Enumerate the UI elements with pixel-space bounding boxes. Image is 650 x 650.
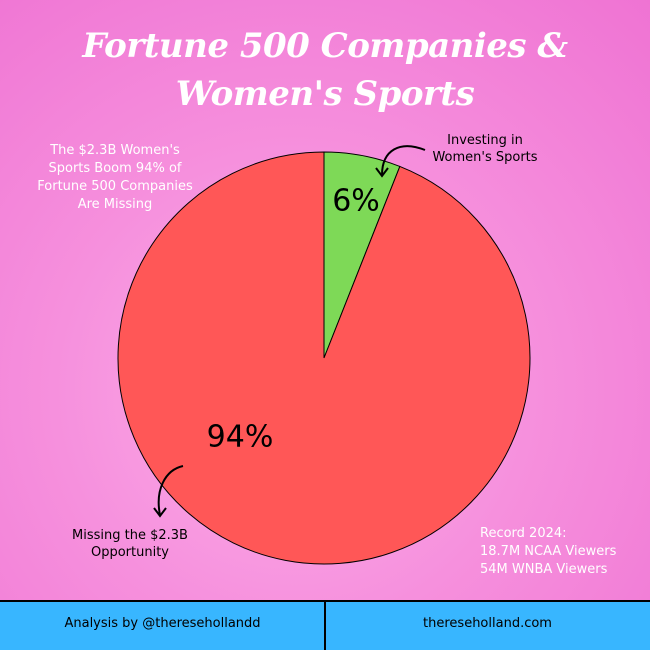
- annotation-line: Record 2024:: [480, 526, 567, 541]
- value-label: 94%: [207, 420, 274, 455]
- arrow-head: [153, 507, 167, 518]
- value-label: 6%: [332, 184, 380, 219]
- annotation: Record 2024: 18.7M NCAA Viewers 54M WNBA…: [480, 525, 616, 579]
- annotation: The $2.3B Women's Sports Boom 94% of For…: [37, 143, 193, 212]
- arrow-head: [375, 167, 389, 178]
- footer-link[interactable]: thereseholland.com: [423, 616, 552, 631]
- arrow: [157, 465, 184, 516]
- arrow: [381, 145, 426, 176]
- category-label: Missing the $2.3B Opportunity: [72, 528, 188, 560]
- footer-divider: [324, 600, 326, 650]
- annotation-line: 54M WNBA Viewers: [480, 562, 608, 577]
- chart-title: Fortune 500 Companies & Women's Sports: [82, 26, 568, 114]
- pie: [117, 151, 531, 565]
- annotation-line: 18.7M NCAA Viewers: [480, 544, 617, 559]
- pie-slice: [117, 151, 531, 565]
- category-label: Investing in Women's Sports: [432, 133, 538, 165]
- footer-text: Analysis by @theresehollandd: [64, 616, 261, 631]
